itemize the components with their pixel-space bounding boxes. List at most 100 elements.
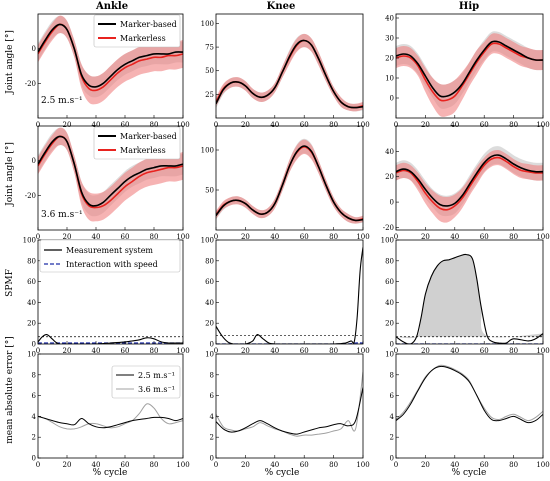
y-tick-label: 4 [390, 413, 395, 421]
axes-frame [395, 13, 544, 119]
series-line-measurement-system [216, 247, 363, 344]
x-tick-label: 80 [329, 233, 338, 241]
x-tick-label: 0 [214, 461, 218, 469]
x-tick-label: 60 [300, 461, 309, 469]
x-tick-label: 40 [270, 347, 279, 355]
y-tick-label: 50 [205, 187, 214, 195]
legend-frame [39, 239, 181, 273]
y-tick-label: 40 [385, 148, 394, 156]
y-tick-label: 10 [385, 351, 394, 359]
x-tick-label: 40 [270, 461, 279, 469]
y-tick-label: 4 [32, 413, 37, 421]
y-axis-label-row4: mean absolute error [°] [5, 336, 15, 444]
x-tick-label: 80 [150, 233, 159, 241]
x-axis-label-hip: % cycle [452, 468, 487, 478]
x-tick-label: 0 [394, 233, 398, 241]
x-tick-label: 20 [241, 347, 250, 355]
x-tick-label: 0 [394, 121, 398, 129]
series-line-speed-36 [396, 364, 543, 422]
markerless-sd-band [38, 127, 183, 222]
axes-frame [215, 13, 364, 119]
axes-frame [37, 13, 184, 119]
plot-area [38, 15, 183, 105]
x-tick-label: 60 [121, 347, 130, 355]
y-tick-label: -20 [25, 192, 36, 200]
column-title-knee: Knee [267, 1, 296, 12]
y-tick-label: 80 [385, 257, 394, 265]
legend-label-speed-36: 3.6 m.s⁻¹ [138, 385, 175, 394]
x-tick-label: 80 [329, 461, 338, 469]
legend-label-speed-25: 2.5 m.s⁻¹ [138, 371, 175, 380]
x-tick-label: 100 [536, 233, 549, 241]
y-tick-label: 8 [210, 371, 214, 379]
y-tick-label: 60 [27, 278, 36, 286]
legend-mae: 2.5 m.s⁻¹ 3.6 m.s⁻¹ [111, 365, 181, 399]
legend-angle-row1: Marker-based Markerless [93, 14, 181, 48]
column-title-hip: Hip [459, 1, 479, 12]
x-tick-label: 20 [63, 121, 72, 129]
x-tick-label: 80 [509, 233, 518, 241]
panel-r2-knee: 50 100 0 20 40 60 80 100 [201, 125, 370, 241]
x-tick-label: 0 [394, 347, 398, 355]
plot-area [216, 247, 363, 344]
legend-spm: Measurement system Interaction with spee… [39, 239, 181, 273]
legend-label-measurement-system: Measurement system [66, 246, 153, 255]
y-axis-label-row2: Joint angle [°] [5, 142, 15, 207]
y-tick-label: 20 [385, 173, 394, 181]
plot-area [216, 138, 363, 224]
series-line-marker-based [396, 154, 543, 207]
x-tick-label: 100 [356, 347, 369, 355]
speed-annotation-row2: 3.6 m.s⁻¹ [41, 210, 83, 220]
y-tick-label: 6 [210, 392, 215, 400]
x-tick-label: 100 [176, 121, 189, 129]
x-tick-label: 0 [214, 233, 218, 241]
series-line-marker-based [38, 23, 183, 88]
x-tick-label: 60 [480, 121, 489, 129]
series-line-interaction [216, 342, 363, 344]
y-tick-label: 6 [390, 392, 395, 400]
y-tick-label: 100 [201, 147, 214, 155]
spm-significant-cluster [396, 254, 543, 339]
x-tick-label: 0 [36, 121, 40, 129]
plot-area [38, 127, 183, 222]
y-tick-label: 0 [32, 341, 36, 349]
x-tick-label: 60 [300, 121, 309, 129]
x-tick-label: 100 [176, 347, 189, 355]
plot-area [396, 146, 543, 223]
y-tick-label: 40 [205, 299, 214, 307]
x-tick-label: 0 [36, 233, 40, 241]
y-tick-label: 25 [205, 91, 214, 99]
x-tick-label: 80 [150, 121, 159, 129]
y-tick-label: 0 [390, 341, 394, 349]
x-tick-label: 80 [509, 347, 518, 355]
panel-r2-ankle: -20 0 0 20 40 60 80 100 [25, 125, 190, 241]
x-tick-label: 40 [92, 121, 101, 129]
y-tick-label: -20 [383, 224, 394, 232]
plot-area [38, 334, 183, 344]
panel-r3-hip: 0 20 40 60 80 100 0 20 40 60 80 100 [381, 237, 550, 356]
x-tick-label: 100 [176, 233, 189, 241]
x-tick-label: 100 [176, 461, 189, 469]
x-tick-label: 20 [421, 233, 430, 241]
x-tick-label: 80 [509, 461, 518, 469]
y-tick-label: 0 [210, 341, 214, 349]
y-tick-label: 0 [390, 455, 394, 463]
x-tick-label: 40 [270, 121, 279, 129]
series-line-speed-36 [216, 371, 363, 437]
y-tick-label: 0 [390, 95, 394, 103]
series-line-speed-25 [396, 365, 543, 424]
y-tick-label: 60 [385, 278, 394, 286]
x-tick-label: 40 [450, 461, 459, 469]
y-tick-label: 50 [205, 67, 214, 75]
x-tick-label: 100 [356, 121, 369, 129]
x-tick-label: 0 [214, 121, 218, 129]
series-line-marker-based [38, 135, 183, 207]
markerless-sd-band [216, 139, 363, 224]
y-tick-label: 2 [390, 434, 394, 442]
legend-frame [111, 365, 181, 399]
y-tick-label: 6 [32, 392, 37, 400]
x-tick-label: 0 [214, 347, 218, 355]
